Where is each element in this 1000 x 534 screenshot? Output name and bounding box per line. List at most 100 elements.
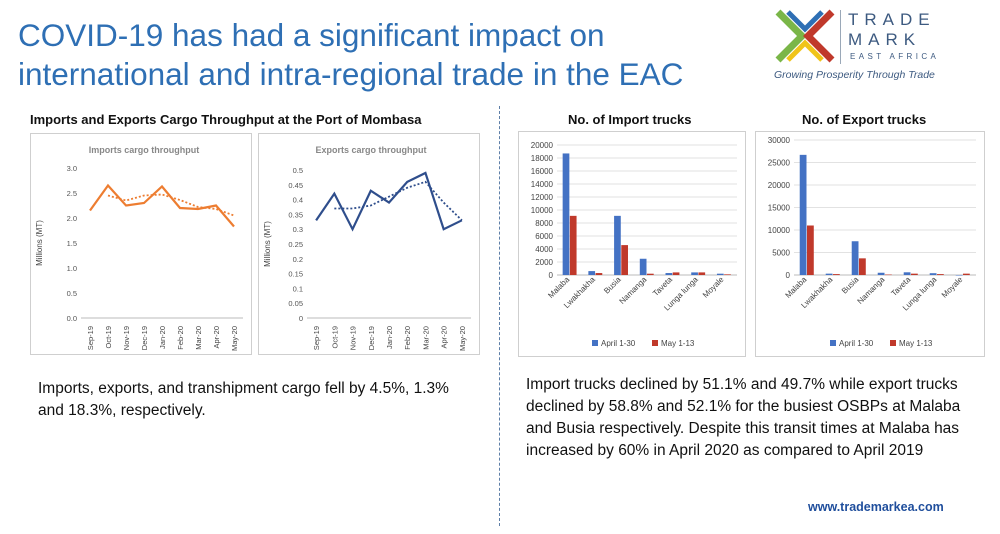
y-tick-label: 2.0 <box>67 214 77 223</box>
imports-line-chart: Imports cargo throughput Millions (MT) 0.0… <box>35 145 243 351</box>
y-tick-label: 18000 <box>531 154 554 163</box>
logo-mark-icon <box>775 9 835 63</box>
x-tick-label: Dec-19 <box>140 326 149 350</box>
y-tick-label: 25000 <box>768 159 791 168</box>
y-tick-label: 5000 <box>772 249 790 258</box>
legend-swatch <box>830 340 836 346</box>
trendline <box>334 180 463 221</box>
logo-tagline: Growing Prosperity Through Trade <box>774 69 935 81</box>
x-tick-label: Taveta <box>889 275 912 298</box>
bar <box>639 258 647 275</box>
y-tick-label: 20000 <box>768 181 791 190</box>
bar <box>614 215 621 275</box>
port-throughput-caption: Imports, exports, and transhipment cargo… <box>38 380 449 419</box>
bar <box>851 241 859 275</box>
y-tick-label: 3.0 <box>67 164 77 173</box>
x-tick-label: Dec-19 <box>367 326 376 350</box>
x-tick-label: Taveta <box>651 275 674 298</box>
x-tick-label: May-20 <box>230 326 239 351</box>
bar <box>885 274 892 276</box>
legend-label: April 1-30 <box>601 339 636 348</box>
y-tick-label: 12000 <box>531 193 554 202</box>
x-tick-label: Busia <box>602 275 623 296</box>
x-tick-label: Busia <box>840 275 861 296</box>
y-tick-label: 0.2 <box>293 255 303 264</box>
y-tick-label: 15000 <box>768 204 791 213</box>
bar <box>691 272 698 275</box>
bar <box>807 225 814 275</box>
series-line <box>315 171 463 232</box>
y-tick-label: 30000 <box>768 136 791 145</box>
legend-label: April 1-30 <box>839 339 874 348</box>
bar <box>588 271 596 275</box>
bar <box>569 215 577 275</box>
trucks-caption: Import trucks declined by 51.1% and 49.7… <box>526 376 961 459</box>
legend-label: May 1-13 <box>661 339 695 348</box>
bar <box>937 274 944 275</box>
y-tick-label: 16000 <box>531 167 554 176</box>
x-tick-label: Feb-20 <box>403 326 412 350</box>
y-tick-label: 2.5 <box>67 189 77 198</box>
export-trucks-chart-panel: 0 5000 10000 15000 20000 25000 30000 Malaba Lwak… <box>755 131 985 357</box>
legend-swatch <box>592 340 598 346</box>
x-tick-label: Nov-19 <box>349 326 358 350</box>
x-tick-label: May-20 <box>458 326 467 351</box>
y-tick-label: 14000 <box>531 180 554 189</box>
x-tick-label: Sep-19 <box>312 326 321 350</box>
bar <box>903 272 911 275</box>
legend-swatch <box>652 340 658 346</box>
y-tick-label: 0.35 <box>288 210 303 219</box>
y-tick-label: 4000 <box>535 245 553 254</box>
y-tick-label: 0.15 <box>288 270 303 279</box>
bar <box>672 272 680 275</box>
exports-line-chart: Exports cargo throughput Millions (MT) 0 0.… <box>263 145 471 351</box>
export-trucks-heading: No. of Export trucks <box>802 112 927 127</box>
export-trucks-bar-chart: 050001000015000200002500030000MalabaLwak… <box>768 136 976 348</box>
bar <box>665 273 673 275</box>
logo-divider <box>840 10 841 64</box>
bar <box>825 273 833 275</box>
x-tick-label: Mar-20 <box>194 326 203 350</box>
x-tick-label: Mar-20 <box>421 326 430 350</box>
y-tick-label: 0.1 <box>293 284 303 293</box>
x-tick-label: Apr-20 <box>440 326 449 349</box>
bar <box>833 274 840 275</box>
y-tick-label: 20000 <box>531 141 554 150</box>
port-throughput-heading: Imports and Exports Cargo Throughput at … <box>30 112 422 127</box>
slide-title: COVID-19 has had a significant impact on… <box>18 17 684 92</box>
y-tick-label: 0.5 <box>293 166 303 175</box>
bar <box>647 273 654 275</box>
bar <box>621 245 628 275</box>
website-link[interactable]: www.trademarkea.com <box>808 500 944 514</box>
y-axis-label: Millions (MT) <box>35 220 44 266</box>
legend-label: May 1-13 <box>899 339 933 348</box>
y-tick-label: 1.5 <box>67 239 77 248</box>
x-tick-label: Sep-19 <box>86 326 95 350</box>
x-tick-label: Jan-20 <box>158 326 167 349</box>
bar <box>716 273 724 275</box>
y-tick-label: 0.4 <box>293 196 303 205</box>
import-trucks-heading: No. of Import trucks <box>568 112 692 127</box>
y-tick-label: 0.05 <box>288 299 303 308</box>
trademark-logo: TRADE MARK EAST AFRICA Growing Prosperit… <box>772 8 992 86</box>
x-tick-label: Feb-20 <box>176 326 185 350</box>
y-tick-label: 0.25 <box>288 240 303 249</box>
bar <box>911 273 918 275</box>
imports-chart-panel: Imports cargo throughput Millions (MT) 0.0… <box>30 133 252 355</box>
logo-text-trade: TRADE <box>848 10 936 29</box>
y-tick-label: 1.0 <box>67 264 77 273</box>
x-tick-label: Moyale <box>940 275 965 300</box>
chart-title: Imports cargo throughput <box>89 145 200 155</box>
y-tick-label: 2000 <box>535 258 553 267</box>
y-tick-label: 0 <box>549 271 554 280</box>
bar <box>562 153 570 275</box>
y-tick-label: 0 <box>299 314 303 323</box>
x-tick-label: Jan-20 <box>385 326 394 349</box>
y-tick-label: 6000 <box>535 232 553 241</box>
bar <box>724 274 731 275</box>
legend-swatch <box>890 340 896 346</box>
x-tick-label: Moyale <box>701 275 726 300</box>
exports-chart-panel: Exports cargo throughput Millions (MT) 0 0.… <box>258 133 480 355</box>
logo-text-mark: MARK <box>848 30 922 49</box>
bar <box>595 273 603 275</box>
